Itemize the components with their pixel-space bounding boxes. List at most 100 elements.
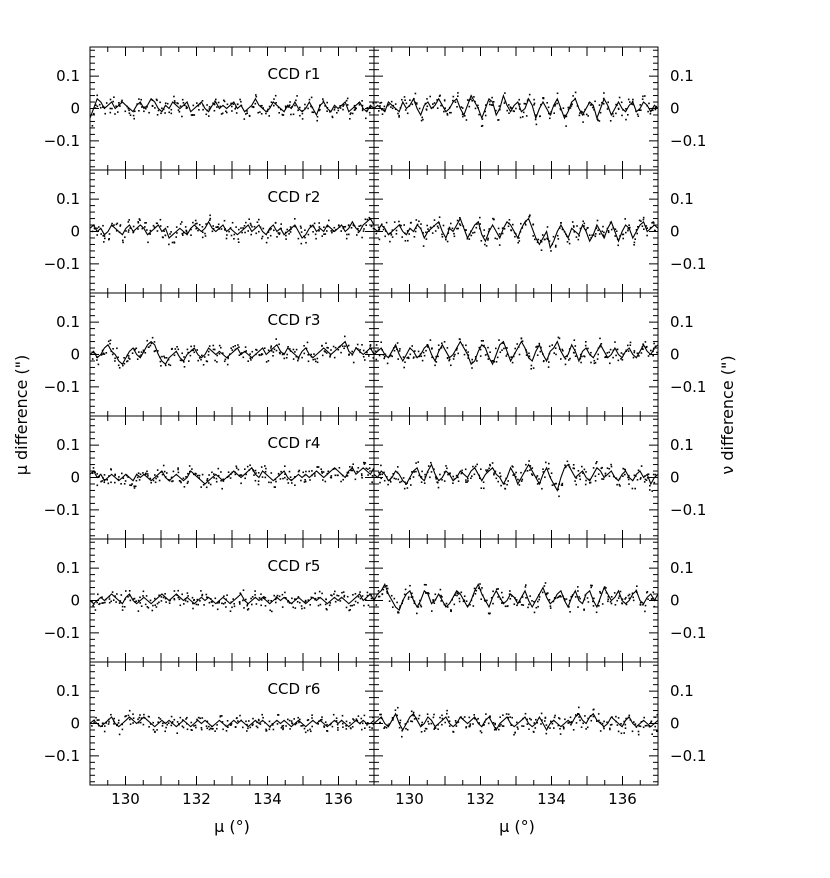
data-point-mu-r5	[151, 609, 154, 612]
data-point-mu-r6	[282, 728, 284, 731]
data-point-mu-r5	[342, 591, 345, 593]
data-point-nu-r5	[607, 600, 609, 603]
data-point-nu-r3	[479, 348, 482, 351]
data-point-mu-r2	[218, 228, 221, 230]
data-point-nu-r1	[473, 96, 475, 98]
x-axis-title-left: μ (°)	[214, 817, 250, 836]
data-point-mu-r2	[208, 219, 211, 221]
data-point-nu-r3	[409, 353, 412, 356]
data-point-nu-r2	[508, 219, 511, 221]
data-point-mu-r3	[307, 360, 310, 363]
data-point-mu-r2	[115, 230, 118, 232]
data-point-mu-r2	[326, 225, 329, 228]
data-point-mu-r1	[177, 102, 179, 105]
data-point-nu-r2	[624, 218, 626, 220]
data-point-nu-r2	[546, 237, 548, 240]
data-point-nu-r3	[501, 349, 503, 351]
data-point-mu-r4	[117, 478, 120, 481]
data-point-nu-r4	[596, 461, 598, 463]
data-point-nu-r6	[646, 724, 648, 727]
data-point-mu-r5	[184, 598, 187, 600]
data-point-nu-r1	[518, 108, 521, 110]
data-point-nu-r3	[596, 358, 599, 360]
data-point-mu-r4	[103, 479, 106, 481]
data-point-nu-r6	[553, 727, 555, 729]
data-point-nu-r2	[398, 224, 401, 226]
data-point-mu-r2	[96, 234, 98, 236]
y-tick-label-left: 0.1	[56, 190, 80, 208]
data-point-mu-r3	[153, 341, 156, 343]
data-point-nu-r4	[643, 475, 646, 477]
data-point-mu-r6	[103, 730, 106, 733]
data-point-nu-r3	[435, 361, 438, 363]
data-point-nu-r5	[375, 604, 378, 606]
data-point-nu-r2	[540, 249, 543, 251]
data-point-nu-r5	[501, 591, 503, 594]
data-point-mu-r6	[318, 720, 320, 723]
data-point-nu-r1	[394, 103, 397, 105]
data-point-mu-r1	[282, 114, 285, 116]
data-point-nu-r2	[382, 228, 385, 231]
data-point-nu-r6	[399, 722, 401, 724]
data-point-mu-r6	[176, 732, 178, 734]
data-point-nu-r5	[392, 606, 394, 608]
y-tick-label-left: −0.1	[44, 747, 80, 765]
data-point-nu-r2	[422, 245, 425, 247]
data-point-mu-r5	[341, 591, 343, 594]
data-point-mu-r3	[341, 345, 344, 347]
data-point-nu-r2	[378, 229, 381, 231]
data-point-mu-r1	[307, 107, 309, 110]
data-point-mu-r6	[113, 717, 115, 720]
data-point-mu-r2	[369, 218, 372, 220]
data-point-nu-r4	[628, 483, 630, 485]
data-point-mu-r2	[276, 236, 278, 238]
data-point-nu-r3	[404, 361, 406, 363]
data-point-nu-r2	[447, 228, 450, 230]
data-point-nu-r2	[568, 238, 570, 241]
data-point-mu-r1	[166, 102, 169, 105]
data-point-mu-r5	[359, 597, 362, 600]
data-point-mu-r6	[219, 715, 222, 717]
data-point-mu-r1	[138, 98, 140, 100]
data-point-nu-r2	[622, 237, 624, 240]
data-point-nu-r3	[458, 338, 461, 340]
data-point-mu-r3	[267, 360, 270, 362]
data-point-mu-r6	[357, 715, 360, 717]
data-point-mu-r3	[212, 344, 215, 347]
data-point-nu-r5	[396, 601, 398, 604]
data-point-nu-r5	[470, 599, 473, 602]
data-point-nu-r4	[601, 466, 603, 469]
data-point-nu-r2	[653, 229, 656, 232]
data-point-mu-r6	[121, 723, 123, 726]
data-point-mu-r4	[120, 483, 122, 485]
data-point-mu-r5	[197, 603, 199, 606]
data-point-nu-r1	[446, 114, 449, 116]
data-point-nu-r4	[654, 473, 657, 476]
data-point-nu-r3	[642, 343, 644, 345]
data-point-nu-r3	[380, 341, 382, 343]
data-point-nu-r1	[470, 95, 473, 98]
data-point-mu-r6	[242, 726, 244, 729]
data-point-mu-r2	[288, 229, 291, 232]
data-point-mu-r3	[352, 361, 355, 364]
data-point-nu-r4	[397, 466, 399, 468]
data-point-mu-r2	[357, 227, 359, 230]
data-point-mu-r6	[342, 722, 344, 725]
data-point-nu-r3	[616, 348, 619, 351]
data-point-nu-r5	[556, 596, 559, 599]
data-point-nu-r5	[489, 612, 491, 615]
data-point-mu-r5	[145, 595, 148, 597]
data-point-mu-r1	[365, 117, 367, 120]
data-point-mu-r3	[272, 355, 274, 357]
data-point-nu-r4	[604, 472, 607, 475]
data-point-nu-r3	[594, 361, 597, 364]
data-point-nu-r4	[622, 475, 624, 477]
data-point-mu-r5	[319, 603, 322, 606]
data-point-nu-r4	[495, 477, 498, 480]
data-point-nu-r3	[548, 361, 550, 363]
data-point-nu-r3	[437, 355, 439, 358]
data-point-mu-r3	[270, 345, 272, 347]
data-point-mu-r6	[353, 719, 355, 721]
data-point-mu-r2	[141, 227, 144, 230]
data-point-mu-r4	[300, 479, 302, 482]
